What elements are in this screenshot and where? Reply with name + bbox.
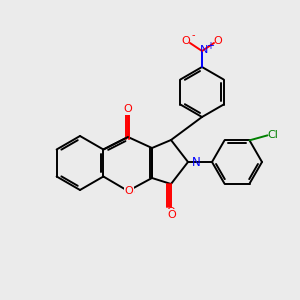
Text: Cl: Cl (267, 130, 278, 140)
Text: O: O (126, 188, 134, 198)
Text: O: O (167, 207, 176, 217)
Text: N: N (192, 155, 201, 169)
Text: O: O (168, 210, 176, 220)
Text: O: O (182, 36, 190, 46)
Text: -: - (191, 30, 195, 40)
Text: O: O (124, 186, 134, 196)
Text: O: O (214, 36, 222, 46)
Text: O: O (124, 104, 132, 114)
Text: +: + (206, 41, 214, 51)
Text: N: N (200, 45, 208, 55)
